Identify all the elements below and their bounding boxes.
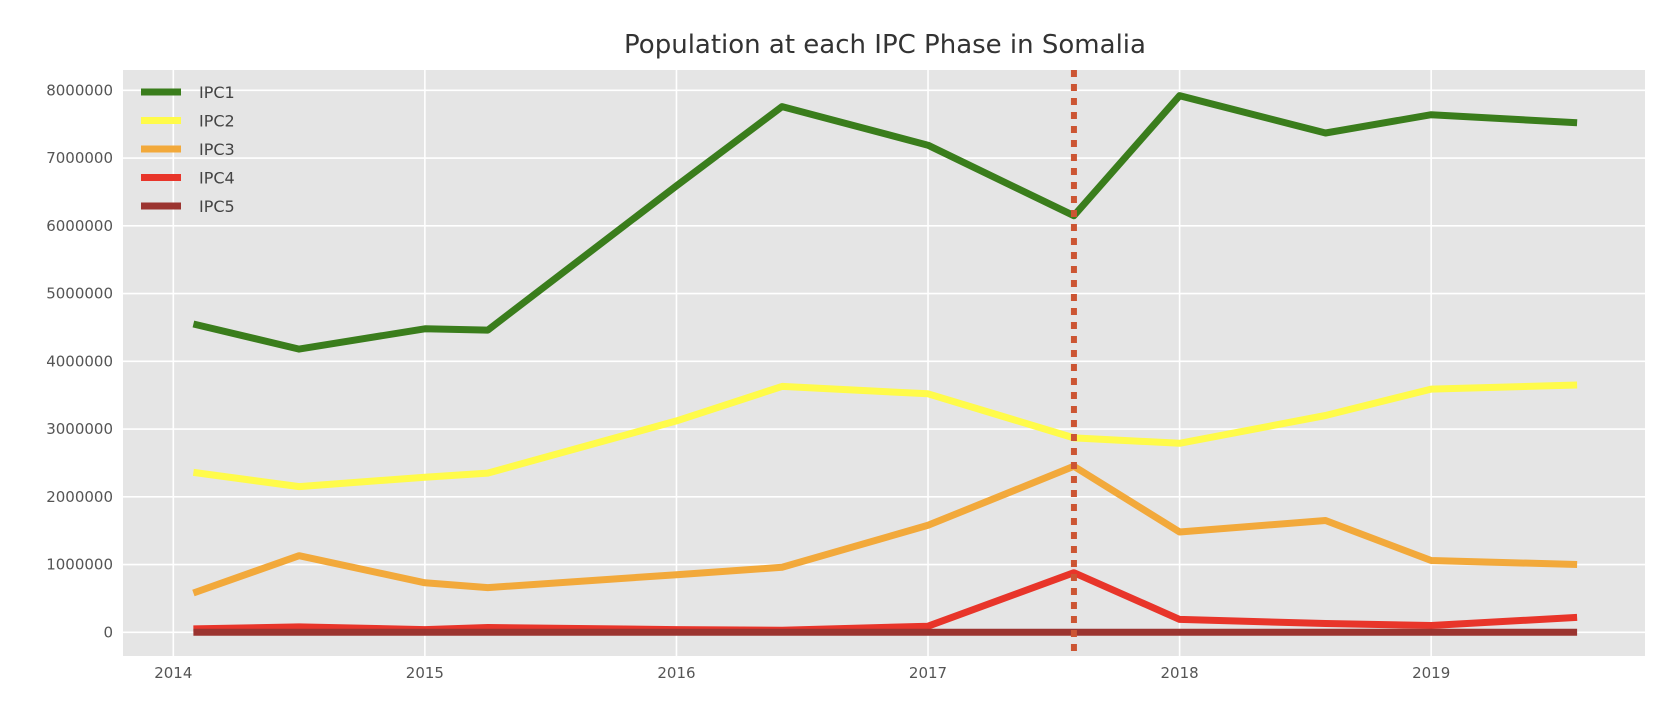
x-tick-label: 2017 bbox=[909, 664, 947, 682]
series-line-ipc2 bbox=[192, 381, 1578, 491]
legend-label-ipc1: IPC1 bbox=[199, 83, 235, 102]
y-tick-label: 3000000 bbox=[46, 420, 113, 438]
y-tick-label: 4000000 bbox=[46, 352, 113, 370]
x-tick-label: 2018 bbox=[1161, 664, 1199, 682]
x-tick-label: 2014 bbox=[154, 664, 192, 682]
y-tick-label: 8000000 bbox=[46, 81, 113, 99]
legend: IPC1 IPC2 IPC3 IPC4 IPC5 bbox=[141, 83, 235, 216]
y-tick-label: 5000000 bbox=[46, 285, 113, 303]
y-tick-label: 0 bbox=[103, 623, 113, 641]
x-tick-label: 2015 bbox=[406, 664, 444, 682]
y-tick-label: 6000000 bbox=[46, 217, 113, 235]
plot-background bbox=[123, 70, 1645, 656]
chart-title: Population at each IPC Phase in Somalia bbox=[624, 30, 1146, 60]
legend-label-ipc4: IPC4 bbox=[199, 169, 235, 188]
legend-label-ipc2: IPC2 bbox=[199, 112, 235, 131]
y-tick-label: 1000000 bbox=[46, 556, 113, 574]
x-tick-label: 2016 bbox=[657, 664, 695, 682]
plot-area bbox=[123, 70, 1645, 656]
x-tick-label: 2019 bbox=[1412, 664, 1450, 682]
y-tick-label: 7000000 bbox=[46, 149, 113, 167]
legend-label-ipc3: IPC3 bbox=[199, 140, 235, 159]
y-tick-label: 2000000 bbox=[46, 488, 113, 506]
series-line-ipc1 bbox=[192, 92, 1578, 353]
legend-label-ipc5: IPC5 bbox=[199, 197, 235, 216]
series-line-ipc3 bbox=[192, 462, 1578, 597]
